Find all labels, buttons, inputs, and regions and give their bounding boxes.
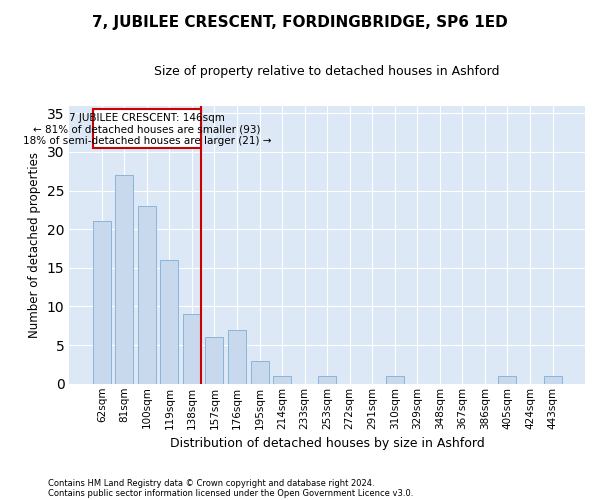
- Bar: [93, 222, 111, 384]
- Bar: [318, 376, 336, 384]
- Bar: [160, 260, 178, 384]
- Bar: [544, 376, 562, 384]
- Text: Contains public sector information licensed under the Open Government Licence v3: Contains public sector information licen…: [48, 488, 413, 498]
- Text: 7, JUBILEE CRESCENT, FORDINGBRIDGE, SP6 1ED: 7, JUBILEE CRESCENT, FORDINGBRIDGE, SP6 …: [92, 15, 508, 30]
- Title: Size of property relative to detached houses in Ashford: Size of property relative to detached ho…: [154, 65, 500, 78]
- Bar: [93, 110, 201, 148]
- Text: 18% of semi-detached houses are larger (21) →: 18% of semi-detached houses are larger (…: [23, 136, 271, 146]
- Bar: [115, 175, 133, 384]
- Bar: [273, 376, 291, 384]
- Bar: [205, 338, 223, 384]
- Y-axis label: Number of detached properties: Number of detached properties: [28, 152, 41, 338]
- Text: ← 81% of detached houses are smaller (93): ← 81% of detached houses are smaller (93…: [33, 125, 260, 135]
- Bar: [228, 330, 246, 384]
- Bar: [499, 376, 517, 384]
- Bar: [183, 314, 201, 384]
- Text: 7 JUBILEE CRESCENT: 146sqm: 7 JUBILEE CRESCENT: 146sqm: [69, 114, 225, 124]
- Bar: [138, 206, 156, 384]
- Bar: [251, 360, 269, 384]
- X-axis label: Distribution of detached houses by size in Ashford: Distribution of detached houses by size …: [170, 437, 485, 450]
- Text: Contains HM Land Registry data © Crown copyright and database right 2024.: Contains HM Land Registry data © Crown c…: [48, 478, 374, 488]
- Bar: [386, 376, 404, 384]
